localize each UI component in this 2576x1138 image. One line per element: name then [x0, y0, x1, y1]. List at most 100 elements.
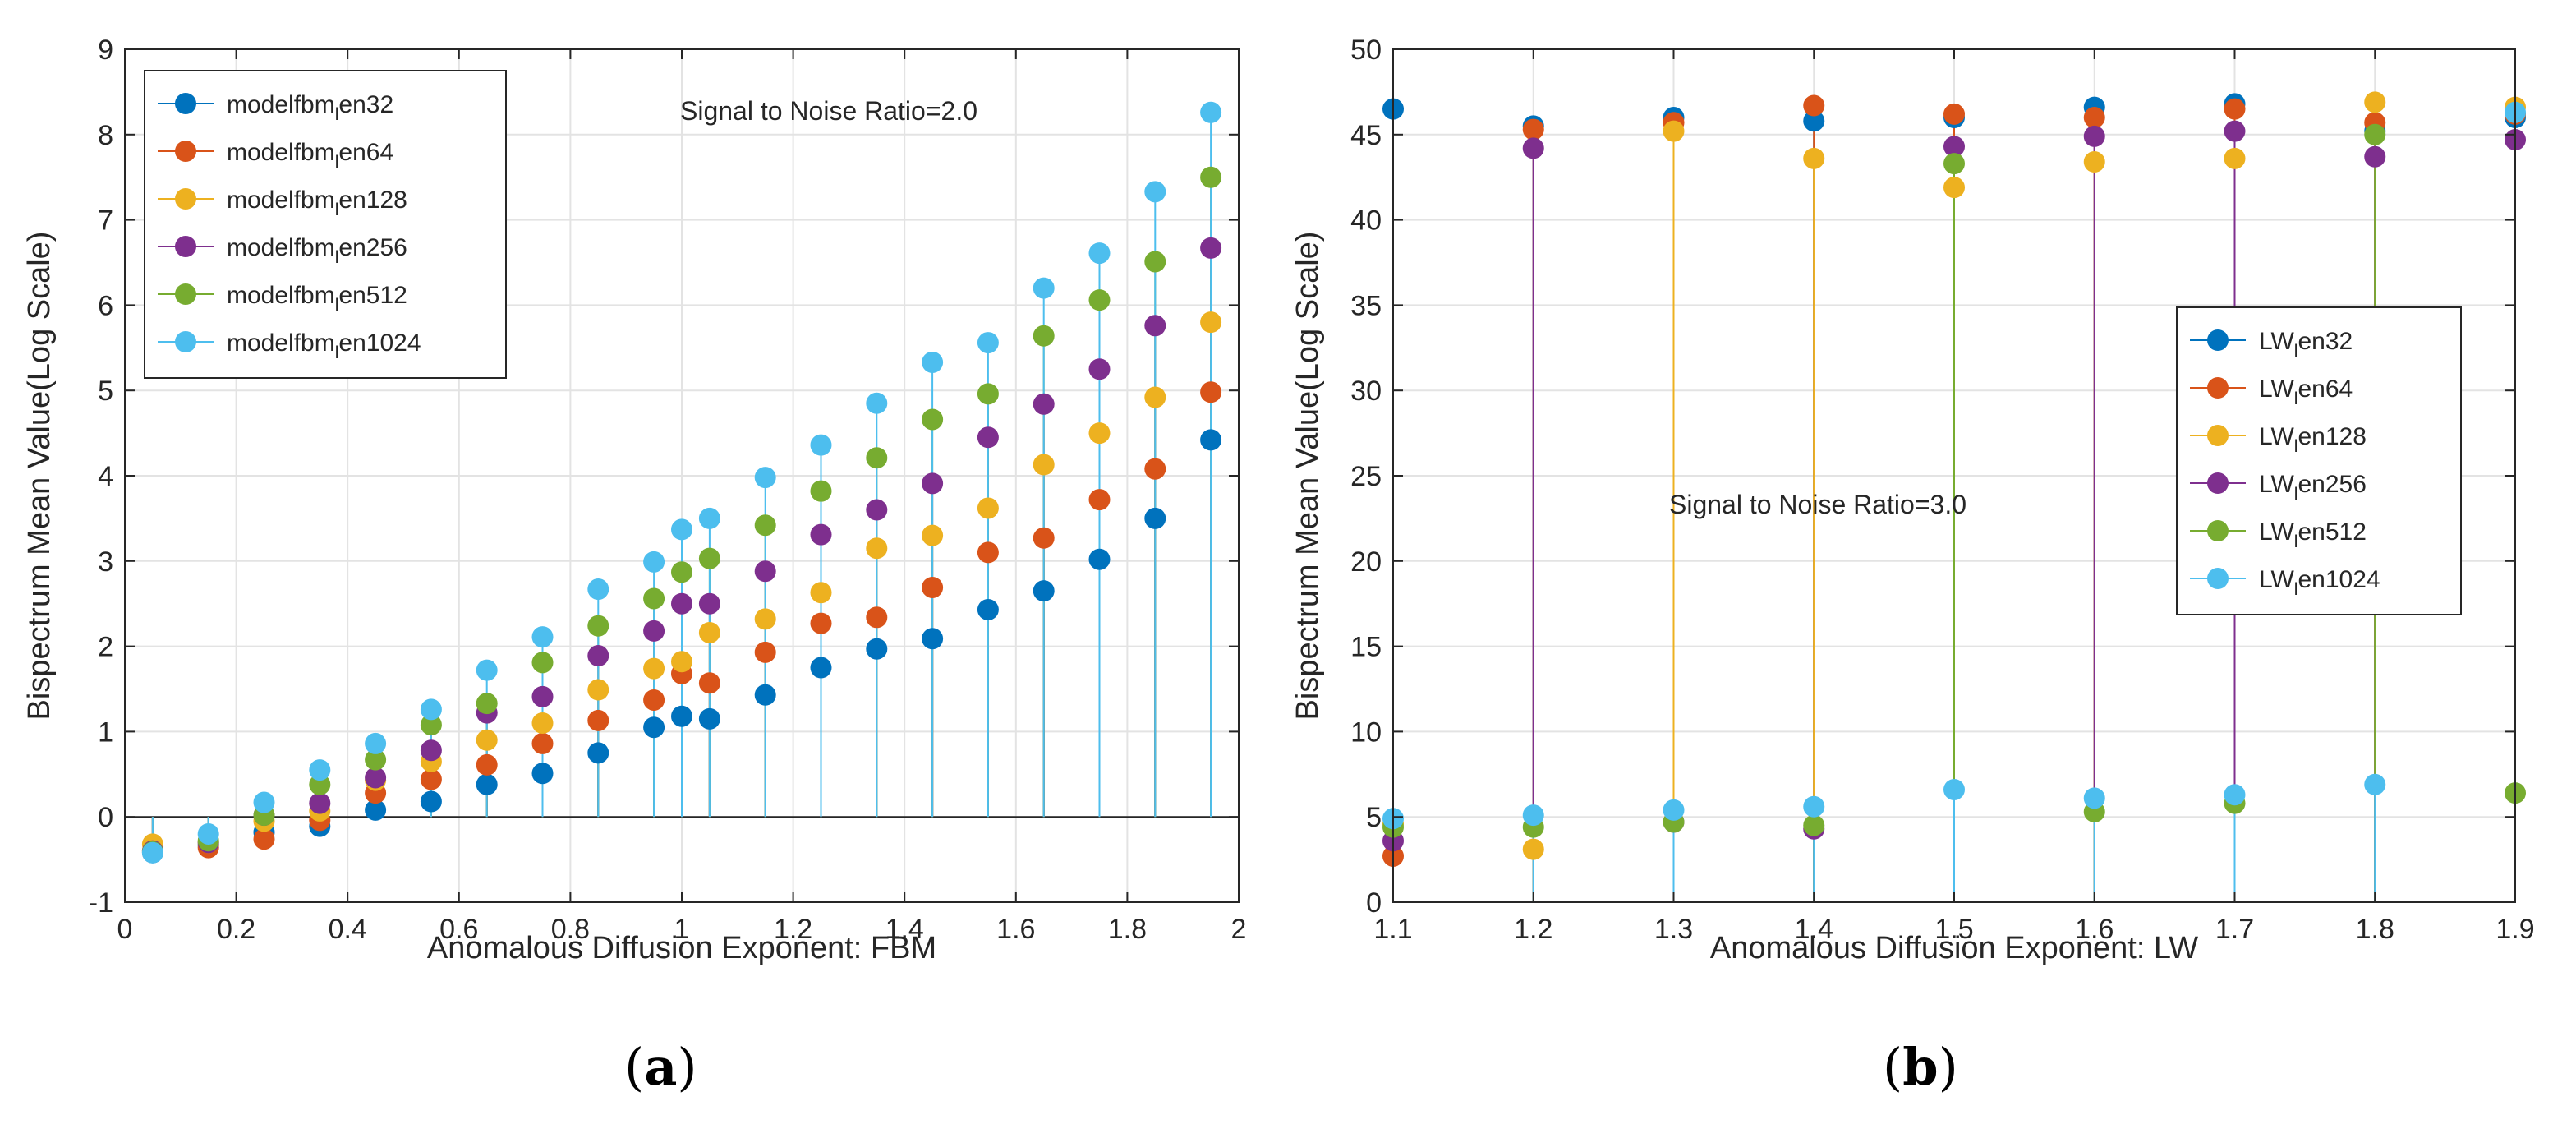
data-point	[365, 749, 387, 771]
data-point	[420, 768, 442, 790]
y-tick-label: 35	[1350, 290, 1382, 321]
legend-label-sub: l	[335, 296, 339, 315]
legend-label-main: LW	[2259, 471, 2294, 498]
legend-swatch-marker	[175, 141, 196, 162]
data-point	[1200, 429, 1222, 451]
legend-label-main: modelfbm	[227, 282, 335, 309]
y-tick-label: 8	[98, 120, 113, 151]
y-axis-label: Bispectrum Mean Value(Log Scale)	[22, 232, 57, 721]
data-point	[587, 709, 610, 731]
data-point	[977, 332, 999, 354]
legend: modelfbmlen32 modelfbmlen64 modelfbmlen128…	[144, 70, 507, 379]
data-point	[197, 822, 219, 845]
legend-label-main: modelfbm	[227, 187, 335, 214]
data-point	[810, 612, 832, 634]
data-point	[587, 615, 610, 637]
legend-item: LWlen512	[2190, 518, 2367, 551]
data-point	[1033, 527, 1055, 549]
data-point	[476, 693, 498, 715]
series-modelfbm_len32	[141, 429, 1222, 864]
data-point	[810, 480, 832, 502]
legend-swatch-marker	[175, 331, 196, 352]
legend-label-tail: en64	[2298, 375, 2353, 403]
legend-label-main: modelfbm	[227, 234, 335, 261]
data-point	[2224, 784, 2246, 806]
data-point	[643, 551, 665, 573]
x-tick-label: 1.4	[886, 914, 924, 945]
data-point	[2083, 125, 2105, 147]
data-point	[1033, 454, 1055, 476]
legend-box	[144, 70, 507, 379]
legend-label-main: LW	[2259, 423, 2294, 450]
data-point	[253, 828, 275, 850]
legend-swatch-marker	[175, 283, 196, 305]
data-point	[671, 651, 692, 673]
snr-annotation: Signal to Noise Ratio=2.0	[680, 96, 978, 126]
data-point	[476, 753, 498, 776]
data-point	[365, 732, 387, 754]
data-point	[1200, 237, 1222, 259]
legend-label-main: LW	[2259, 375, 2294, 403]
data-point	[810, 582, 832, 604]
x-tick-label: 1.4	[1795, 914, 1833, 945]
legend-swatch-marker	[175, 93, 196, 114]
data-point	[1200, 311, 1222, 334]
y-tick-label: 0	[98, 802, 113, 833]
legend-swatch-marker	[175, 188, 196, 210]
chart-panel-b: 1.1 1.2 1.3 1.4 1.5 1.6 1.7 1.8 1.9 0 5 10 15 20 25 30 3…	[1290, 35, 2535, 965]
data-point	[1144, 386, 1166, 408]
legend-swatch-marker	[2207, 377, 2229, 399]
legend-item: modelfbmlen256	[158, 234, 407, 267]
x-tick-label: 1.2	[1514, 914, 1552, 945]
legend-label-sub: l	[2294, 485, 2298, 504]
data-point	[531, 712, 554, 735]
data-point	[698, 672, 720, 694]
legend-label: modelfbmlen128	[227, 187, 407, 219]
legend-item: LWlen32	[2190, 328, 2353, 361]
legend-swatch-marker	[2207, 520, 2229, 541]
y-tick-label: 5	[98, 375, 113, 407]
data-point	[1522, 137, 1544, 159]
series-modelfbm_len1024	[141, 101, 1222, 864]
legend-item: modelfbmlen1024	[158, 329, 421, 362]
legend-label: LWlen128	[2259, 423, 2367, 456]
legend-label-sub: l	[2294, 580, 2298, 599]
data-point	[977, 497, 999, 519]
legend-label: LWlen512	[2259, 518, 2367, 551]
legend-label-main: modelfbm	[227, 91, 335, 118]
y-axis-label: Bispectrum Mean Value(Log Scale)	[1290, 232, 1325, 721]
data-point	[1088, 548, 1111, 570]
legend-label-tail: en256	[2298, 471, 2366, 498]
data-point	[1944, 153, 1965, 175]
legend-item: LWlen64	[2190, 375, 2353, 408]
data-point	[810, 657, 832, 679]
data-point	[698, 592, 720, 615]
data-point	[1803, 94, 1825, 117]
x-tick-label: 1.9	[2496, 914, 2534, 945]
legend-label: modelfbmlen32	[227, 91, 393, 124]
data-point	[420, 698, 442, 721]
x-tick-label: 1	[674, 914, 690, 945]
legend-label: modelfbmlen64	[227, 139, 393, 172]
data-point	[531, 652, 554, 674]
data-point	[1522, 838, 1544, 860]
y-tick-label: 0	[1366, 887, 1382, 919]
data-point	[1144, 181, 1166, 203]
data-point	[698, 547, 720, 569]
data-point	[2224, 120, 2246, 142]
x-tick-label: 2	[1231, 914, 1247, 945]
data-point	[754, 514, 776, 537]
x-tick-label: 1.8	[2356, 914, 2394, 945]
data-point	[1200, 381, 1222, 403]
y-tick-label: 50	[1350, 35, 1382, 66]
data-point	[587, 645, 610, 667]
data-point	[1033, 325, 1055, 347]
data-point	[531, 626, 554, 648]
data-point	[1200, 166, 1222, 188]
legend-label: LWlen64	[2259, 375, 2353, 408]
data-point	[922, 576, 944, 598]
data-point	[2224, 98, 2246, 120]
x-tick-label: 1.2	[774, 914, 812, 945]
data-point	[420, 714, 442, 736]
data-point	[698, 707, 720, 730]
